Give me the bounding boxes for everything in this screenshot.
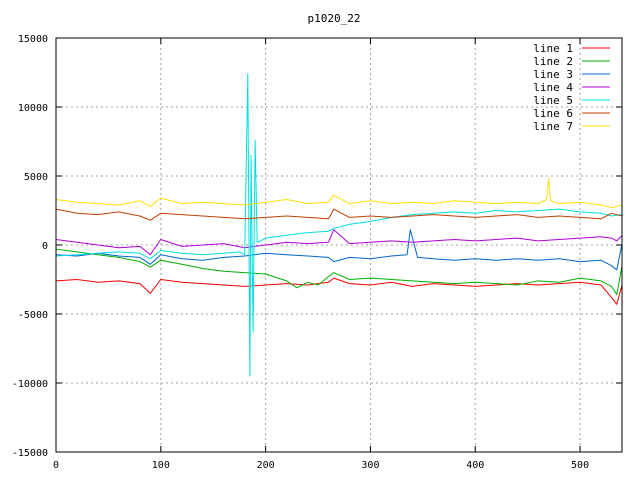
x-tick-label: 0 [53,460,59,471]
y-tick-label: -10000 [12,379,48,390]
legend-label-3: line 3 [533,68,573,81]
grid-lines [56,38,622,452]
legend-label-1: line 1 [533,42,573,55]
x-tick-label: 500 [571,460,589,471]
legend-label-6: line 6 [533,107,573,120]
series-lines [55,73,623,377]
y-tick-label: 0 [42,241,48,252]
legend-label-4: line 4 [533,81,573,94]
y-tick-label: -15000 [12,448,48,459]
series-line-2 [55,248,623,296]
axis-ticks: 0 100 200 300 400 500 -15000 -10000 -5000 0 5000 10… [12,34,622,471]
y-tick-label: 10000 [18,103,48,114]
series-line-5 [55,73,623,377]
legend-label-5: line 5 [533,94,573,107]
legend-label-7: line 7 [533,120,573,133]
y-tick-label: 15000 [18,34,48,45]
x-tick-label: 300 [361,460,379,471]
x-tick-label: 400 [466,460,484,471]
legend-label-2: line 2 [533,55,573,68]
x-tick-label: 100 [152,460,170,471]
chart-title: p1020_22 [308,12,361,25]
series-line-1 [55,277,623,305]
x-tick-label: 200 [257,460,275,471]
y-tick-label: 5000 [24,172,48,183]
series-line-7 [55,178,623,209]
series-line-6 [55,208,623,221]
y-tick-label: -5000 [18,310,48,321]
series-line-3 [55,229,623,271]
series-line-4 [55,229,623,256]
